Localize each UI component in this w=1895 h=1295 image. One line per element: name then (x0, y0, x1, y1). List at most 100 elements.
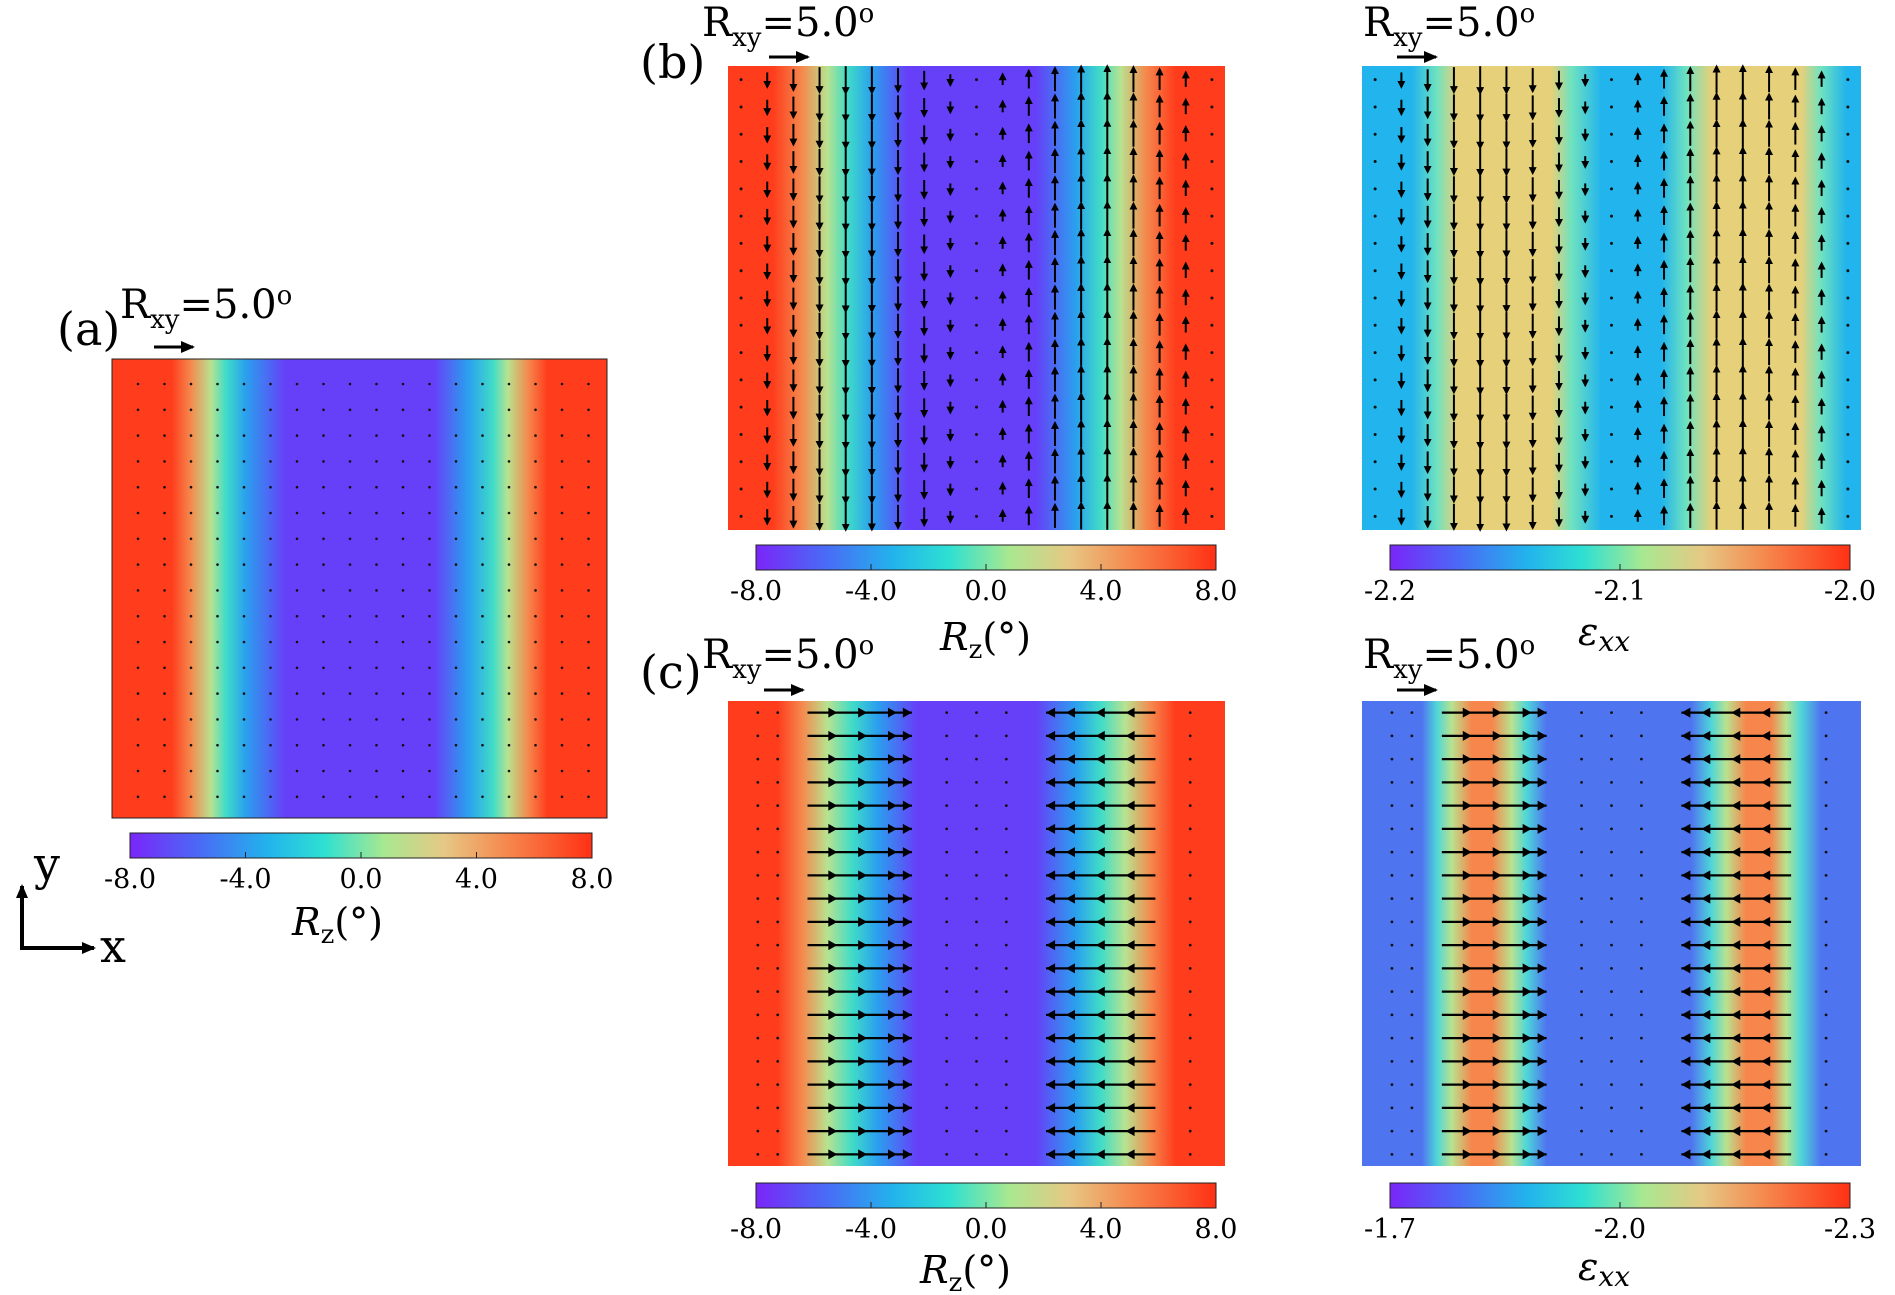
vector-dot (481, 408, 484, 412)
vector-dot (1824, 1013, 1828, 1017)
vector-dot (1846, 351, 1850, 355)
vector-dot (756, 990, 760, 994)
vector-arrowhead (1522, 1126, 1532, 1137)
vector-arrowhead (902, 1033, 912, 1044)
vector-dot (1373, 105, 1377, 109)
vector-dot (945, 920, 949, 924)
vector-dot (507, 537, 511, 541)
vector-dot (756, 1013, 760, 1017)
vector-dot (756, 757, 760, 761)
vector-arrowhead (858, 1126, 868, 1137)
vector-field-c-right (1390, 707, 1828, 1160)
vector-dot (945, 804, 949, 808)
vector-dot (216, 382, 219, 386)
vector-arrowhead (1492, 870, 1502, 881)
vector-dot (776, 1036, 780, 1040)
vector-dot (348, 408, 352, 412)
vector-arrowhead (1681, 800, 1691, 811)
vector-dot (776, 804, 780, 808)
vector-dot (1210, 214, 1214, 218)
vector-arrowhead (1761, 847, 1771, 858)
vector-dot (1004, 897, 1008, 901)
vector-dot (587, 640, 590, 644)
vector-arrowhead (887, 893, 897, 904)
vector-arrowhead (1731, 1102, 1741, 1113)
vector-dot (375, 692, 378, 695)
vector-arrowhead (1701, 707, 1711, 718)
vector-dot (1824, 873, 1828, 877)
vector-dot (975, 405, 978, 409)
vector-dot (481, 769, 484, 773)
vector-arrowhead (887, 707, 897, 718)
vector-arrowhead (1065, 730, 1075, 741)
vector-arrowhead (887, 870, 897, 881)
vector-dot (216, 640, 219, 644)
vector-dot (975, 1129, 978, 1133)
vector-arrowhead (858, 823, 868, 834)
vector-arrowhead (1761, 893, 1771, 904)
vector-dot (375, 408, 378, 412)
vector-dot (242, 640, 246, 644)
vector-arrowhead (828, 1102, 838, 1113)
vector-dot (1610, 943, 1613, 947)
vector-arrowhead (902, 847, 912, 858)
vector-dot (1640, 850, 1643, 854)
vector-dot (1640, 920, 1643, 924)
vector-arrowhead (1522, 707, 1532, 718)
vector-dot (428, 640, 431, 644)
vector-dot (322, 666, 325, 670)
vector-arrowhead (1462, 1033, 1472, 1044)
vector-dot (945, 897, 949, 901)
vector-dot (739, 514, 743, 518)
vector-dot (348, 563, 352, 566)
vector-arrowhead (1065, 1102, 1075, 1113)
vector-dot (1410, 711, 1414, 715)
vector-dot (756, 827, 760, 831)
vector-dot (1580, 734, 1583, 738)
vector-dot (1610, 187, 1613, 191)
vector-dot (776, 920, 780, 924)
vector-arrowhead (1537, 986, 1547, 997)
vector-dot (322, 718, 325, 721)
vector-dot (1610, 780, 1613, 784)
vector-arrowhead (887, 754, 897, 765)
colorbar-tick-label: -8.0 (730, 576, 782, 607)
vector-dot (189, 614, 193, 618)
vector-arrowhead (1537, 870, 1547, 881)
axes-indicator: y x (16, 837, 126, 973)
vector-dot (587, 769, 590, 773)
x-axis-label: x (100, 919, 126, 973)
vector-arrowhead (1462, 730, 1472, 741)
vector-dot (163, 795, 166, 799)
vector-dot (1188, 827, 1192, 831)
vector-dot (1610, 132, 1613, 136)
vector-arrowhead (1065, 707, 1075, 718)
vector-arrowhead (1492, 893, 1502, 904)
vector-arrowhead (1095, 847, 1105, 858)
vector-arrowhead (1046, 777, 1056, 788)
vector-dot (454, 589, 458, 592)
vector-dot (136, 408, 140, 412)
vector-dot (1640, 990, 1643, 994)
vector-arrowhead (858, 916, 868, 927)
vector-dot (348, 640, 352, 644)
vector-dot (1373, 432, 1377, 436)
vector-dot (1410, 990, 1414, 994)
colorbar-c-left-ticks: -8.0 -4.0 0.0 4.0 8.0 (730, 1202, 1237, 1245)
vector-dot (975, 378, 978, 382)
vector-arrowhead (1095, 754, 1105, 765)
vector-arrowhead (1681, 1056, 1691, 1067)
vector-arrowhead (1761, 963, 1771, 974)
vector-dot (945, 780, 949, 784)
vector-dot (295, 718, 299, 721)
vector-dot (1846, 132, 1850, 136)
vector-dot (1640, 1059, 1643, 1063)
vector-dot (1410, 850, 1414, 854)
vector-dot (375, 769, 378, 773)
vector-dot (1610, 351, 1613, 355)
colorbar-b-right-label: εxx (1578, 610, 1630, 658)
vector-arrowhead (1046, 986, 1056, 997)
vector-dot (481, 485, 484, 489)
vector-dot (756, 873, 760, 877)
